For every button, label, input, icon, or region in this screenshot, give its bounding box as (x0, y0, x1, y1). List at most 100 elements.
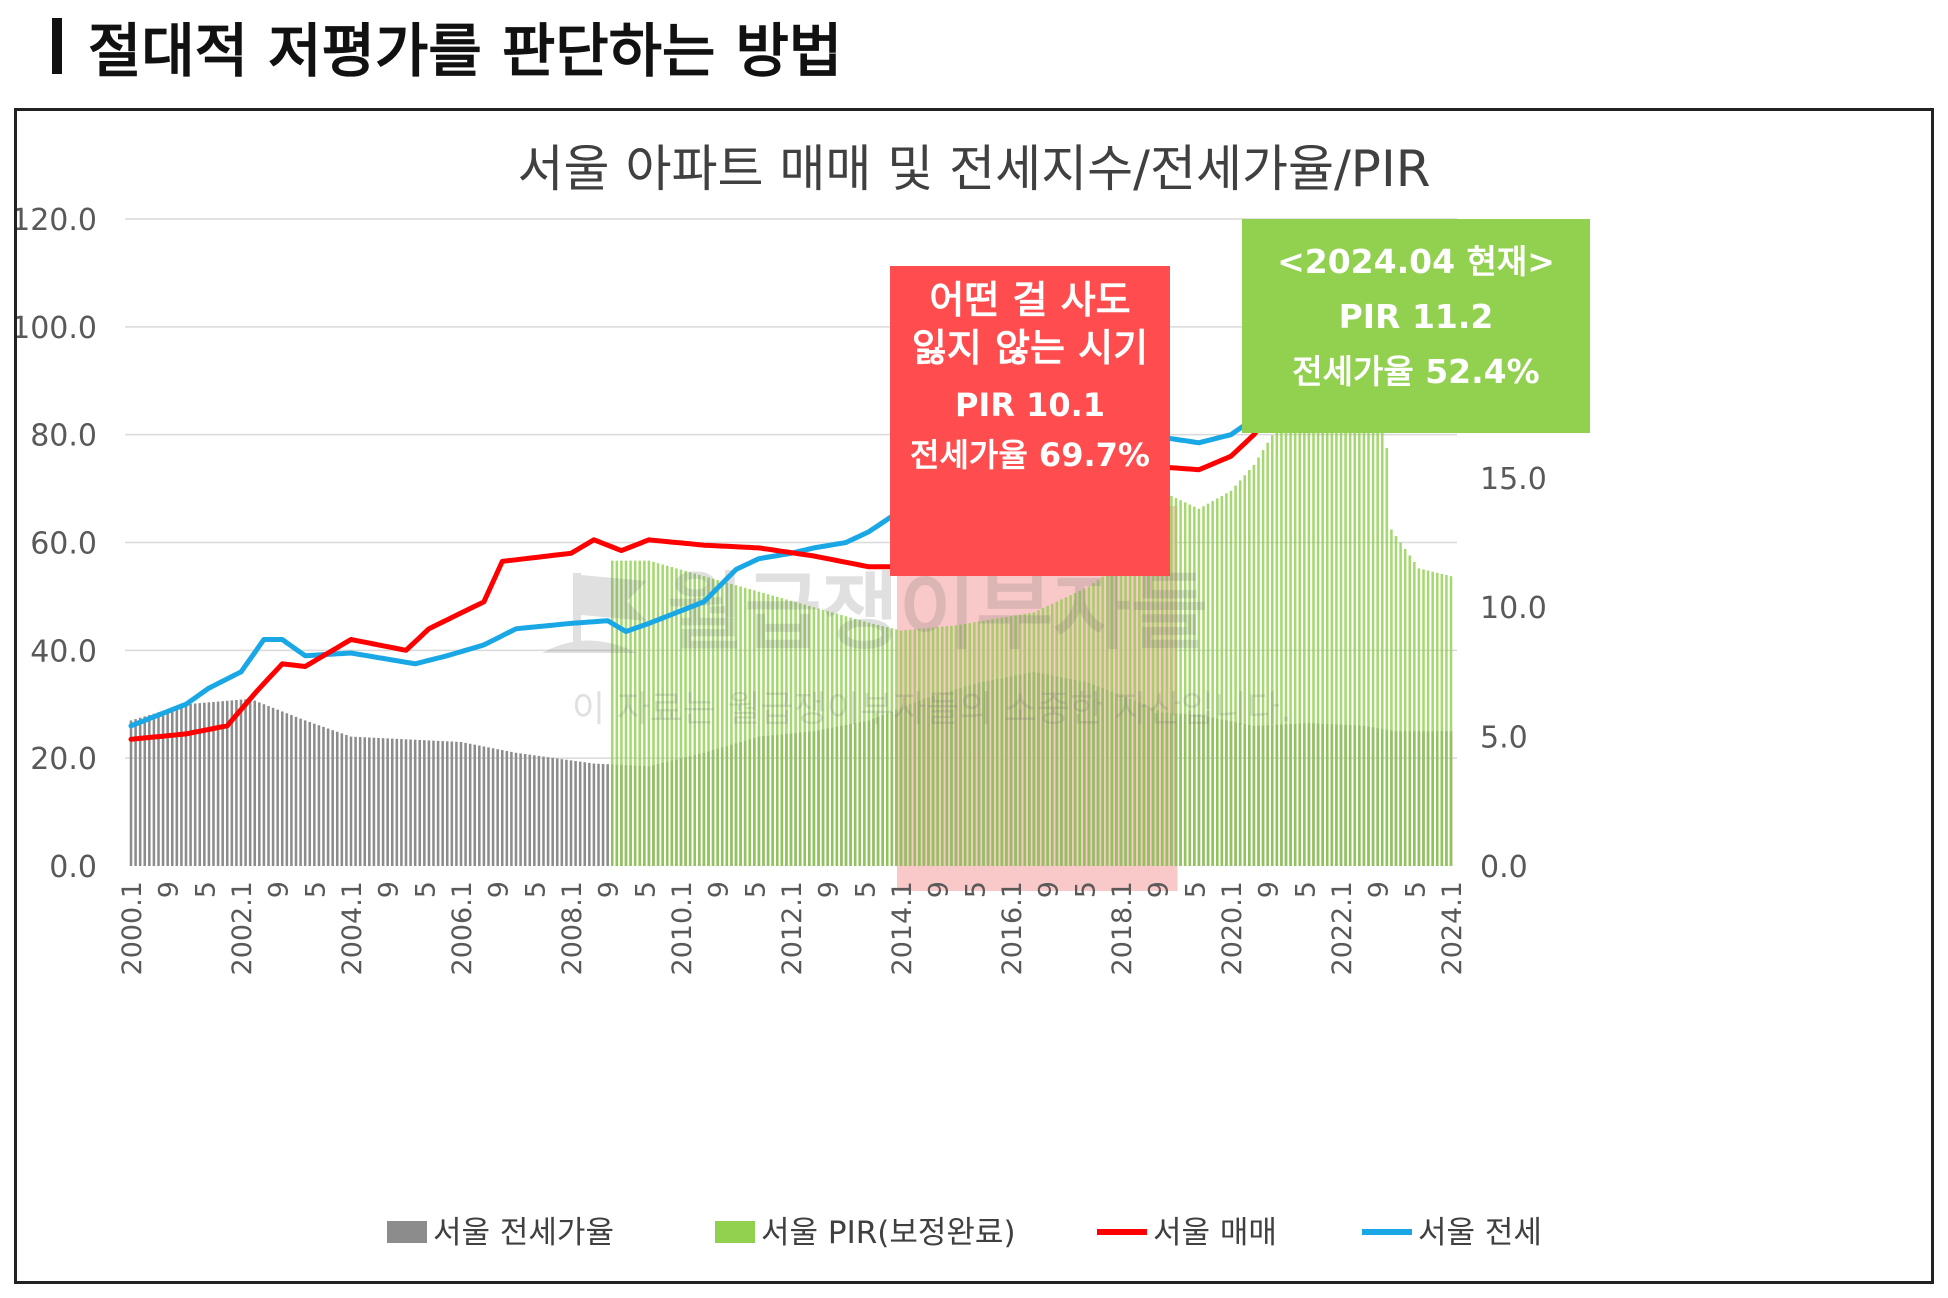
bar-jeonse-ratio (363, 737, 367, 866)
bar-pir (771, 595, 774, 866)
y-left-tick-label: 80.0 (30, 419, 97, 454)
bar-pir (730, 583, 733, 866)
bar-pir (858, 620, 862, 866)
y-right-tick-label: 5.0 (1480, 721, 1528, 756)
bar-pir (789, 600, 793, 866)
heading-bar-mark (52, 18, 62, 74)
bar-jeonse-ratio (569, 760, 573, 866)
bar-pir (1358, 362, 1361, 866)
bar-pir (1417, 568, 1421, 866)
bar-pir (1225, 493, 1228, 866)
highlight-callout-text: 전세가율 69.7% (910, 436, 1150, 474)
bar-jeonse-ratio (230, 700, 234, 866)
bar-pir (1124, 556, 1127, 866)
bar-pir (1426, 570, 1430, 866)
bar-jeonse-ratio (400, 739, 403, 866)
bar-jeonse-ratio (588, 762, 591, 866)
bar-pir (615, 560, 619, 866)
bar-jeonse-ratio (395, 738, 399, 866)
bar-jeonse-ratio (473, 744, 477, 866)
bar-pir (748, 589, 752, 866)
bar-pir (922, 628, 926, 866)
bar-jeonse-ratio (354, 736, 357, 866)
bar-pir (931, 627, 935, 866)
bar-pir (1069, 595, 1072, 866)
bar-jeonse-ratio (450, 741, 454, 866)
bar-jeonse-ratio (427, 740, 431, 866)
x-tick-label: 9 (1364, 881, 1395, 898)
x-tick-label: 9 (374, 881, 405, 898)
bar-pir (638, 560, 642, 866)
bar-pir (780, 598, 784, 866)
legend-swatch (387, 1221, 427, 1243)
bar-pir (1009, 616, 1013, 866)
bar-pir (688, 572, 692, 866)
bar-pir (1362, 369, 1366, 866)
bar-pir (1229, 490, 1233, 866)
bar-pir (913, 629, 917, 866)
bar-jeonse-ratio (271, 707, 275, 866)
bar-jeonse-ratio (193, 703, 197, 866)
bar-pir (1170, 495, 1173, 866)
bar-pir (1399, 542, 1402, 866)
legend-swatch (715, 1221, 755, 1243)
bar-jeonse-ratio (143, 716, 147, 866)
bar-jeonse-ratio (349, 736, 353, 866)
bar-pir (1270, 435, 1274, 866)
bar-jeonse-ratio (308, 722, 312, 866)
bar-pir (1431, 571, 1434, 866)
highlight-callout-text: 잃지 않는 시기 (912, 326, 1148, 370)
bar-jeonse-ratio (597, 763, 600, 866)
bar-jeonse-ratio (413, 739, 417, 866)
chart-frame: 서울 아파트 매매 및 전세지수/전세가율/PIR 월급쟁이부자들 이 자료는 … (11, 108, 1934, 1284)
y-left-tick-label: 40.0 (30, 634, 97, 669)
bar-jeonse-ratio (436, 740, 440, 866)
bar-pir (1445, 575, 1448, 866)
y-right-tick-label: 15.0 (1480, 462, 1547, 497)
bar-pir (785, 599, 788, 866)
bar-pir (1298, 382, 1302, 866)
bar-pir (1211, 501, 1214, 866)
x-tick-label: 5 (1180, 881, 1211, 898)
bar-pir (1119, 563, 1123, 866)
bar-jeonse-ratio (157, 712, 160, 866)
bar-jeonse-ratio (207, 702, 211, 866)
bar-pir (927, 627, 930, 866)
bar-jeonse-ratio (134, 719, 137, 866)
bar-pir (1371, 367, 1375, 866)
bar-pir (610, 560, 614, 866)
bar-pir (808, 605, 811, 866)
bar-jeonse-ratio (175, 706, 179, 866)
bar-jeonse-ratio (578, 761, 582, 866)
bar-pir (1046, 605, 1049, 866)
bar-jeonse-ratio (152, 713, 156, 866)
bar-pir (1394, 536, 1398, 866)
bar-jeonse-ratio (491, 748, 495, 866)
bar-pir (1041, 608, 1045, 866)
bar-pir (1390, 529, 1393, 866)
bar-pir (647, 560, 651, 866)
highlight-callout-text: 어떤 걸 사도 (929, 278, 1130, 322)
bar-pir (1215, 498, 1219, 866)
x-tick-label: 5 (740, 881, 771, 898)
bar-jeonse-ratio (583, 762, 587, 866)
bar-pir (1133, 543, 1137, 866)
bar-pir (844, 616, 848, 866)
bar-pir (1257, 457, 1260, 866)
bar-jeonse-ratio (377, 737, 380, 866)
bar-pir (1248, 470, 1251, 866)
bar-jeonse-ratio (423, 740, 426, 866)
bar-pir (895, 629, 898, 866)
bar-pir (1174, 498, 1178, 866)
bar-pir (661, 564, 664, 866)
bar-pir (1105, 573, 1109, 866)
bar-jeonse-ratio (184, 704, 188, 866)
x-tick-label: 9 (704, 881, 735, 898)
bar-jeonse-ratio (546, 757, 550, 866)
bar-pir (835, 613, 839, 866)
bar-jeonse-ratio (258, 702, 261, 866)
legend-label: 서울 전세가율 (433, 1215, 614, 1251)
watermark: 월급쟁이부자들 이 자료는 월급쟁이부자들의 소중한 자산입니다. (542, 563, 1292, 730)
bar-pir (652, 561, 655, 866)
